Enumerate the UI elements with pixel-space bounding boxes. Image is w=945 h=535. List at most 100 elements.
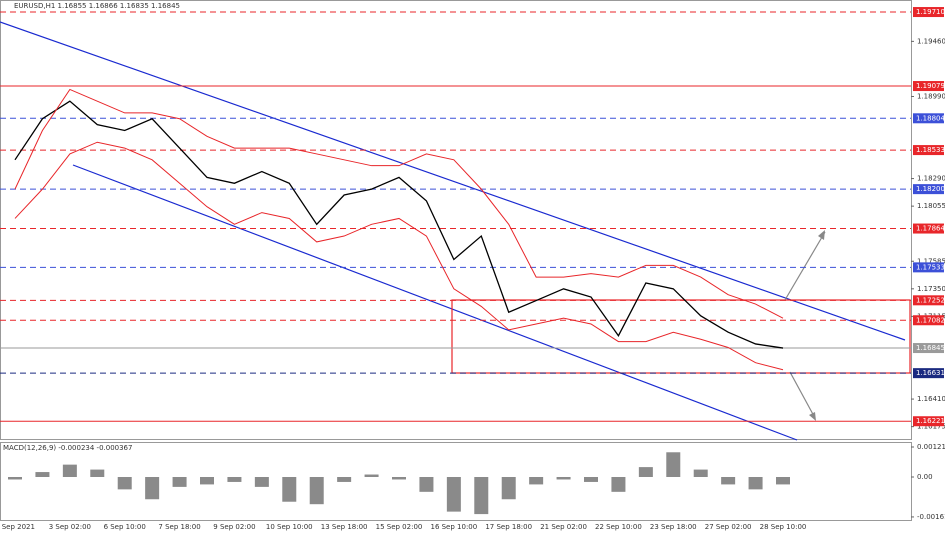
x-tick-label: 9 Sep 02:00 — [213, 523, 255, 531]
level-tag: 1.17252 — [913, 295, 945, 306]
macd-bar — [748, 476, 763, 490]
level-label: 1.19710 — [916, 8, 945, 16]
level-tag: 1.17533 — [913, 262, 945, 273]
level-label: 1.16631 — [916, 369, 945, 377]
macd-bar — [474, 476, 489, 515]
macd-bar — [638, 467, 653, 477]
level-tag-box — [913, 223, 944, 234]
y-tick-label: 1.18290 — [917, 175, 945, 183]
macd-bar — [90, 469, 105, 477]
macd-bar — [62, 464, 77, 477]
macd-bar — [419, 476, 434, 492]
macd-bar — [200, 476, 214, 485]
macd-bar — [364, 474, 379, 477]
macd-bar — [282, 476, 297, 502]
band-line — [14, 88, 784, 319]
level-tag: 1.16631 — [913, 368, 945, 379]
band-line — [14, 141, 784, 371]
macd-bar — [309, 476, 324, 505]
y-tick-label: 1.16410 — [917, 395, 945, 403]
level-tag: 1.19079 — [913, 81, 945, 92]
macd-bar — [529, 476, 544, 485]
level-tag-box — [913, 7, 944, 18]
x-tick-label: 16 Sep 10:00 — [430, 523, 477, 531]
level-label: 1.18200 — [916, 185, 945, 193]
macd-bar — [776, 476, 790, 485]
level-label: 1.17533 — [916, 263, 945, 271]
level-tag: 1.17864 — [913, 223, 945, 234]
level-tag: 1.18200 — [913, 184, 945, 195]
arrow-up — [784, 231, 826, 301]
macd-bar — [227, 476, 242, 482]
y-tick-label: 1.18990 — [917, 92, 945, 100]
y-tick-label: 1.17350 — [917, 285, 945, 293]
arrow-up-head — [818, 230, 825, 240]
level-tag-box — [913, 184, 944, 195]
macd-bar — [501, 476, 516, 500]
macd-bar — [556, 476, 571, 480]
y-tick-label: 1.17585 — [917, 257, 945, 265]
macd-bar — [721, 476, 736, 485]
x-tick-label: 27 Sep 02:00 — [705, 523, 752, 531]
level-label: 1.18804 — [916, 114, 945, 122]
macd-bar — [666, 452, 681, 477]
level-label: 1.16221 — [916, 417, 945, 425]
macd-bar — [611, 476, 626, 492]
arrow-down — [789, 371, 816, 419]
x-tick-label: 3 Sep 02:00 — [49, 523, 91, 531]
x-tick-label: 28 Sep 10:00 — [760, 523, 807, 531]
x-tick-label: 13 Sep 18:00 — [321, 523, 368, 531]
x-tick-label: 7 Sep 18:00 — [158, 523, 200, 531]
level-tag-box — [913, 368, 944, 379]
macd-bar — [446, 476, 461, 512]
main-frame — [0, 0, 912, 440]
x-tick-label: 1 Sep 2021 — [0, 523, 35, 531]
level-tag-box — [913, 416, 944, 427]
macd-bar — [337, 476, 352, 482]
macd-title: MACD(12,26,9) -0.000234 -0.000367 — [3, 444, 132, 452]
x-tick-label: 17 Sep 18:00 — [485, 523, 532, 531]
price-line — [14, 100, 784, 349]
macd-frame — [0, 442, 912, 521]
macd-bar — [35, 472, 50, 477]
level-tag-box — [913, 81, 944, 92]
x-tick-label: 21 Sep 02:00 — [540, 523, 587, 531]
level-tag-box — [913, 113, 944, 124]
level-tag-box — [913, 262, 944, 273]
level-tag: 1.16845 — [913, 343, 945, 354]
level-tag: 1.16221 — [913, 416, 945, 427]
x-tick-label: 6 Sep 10:00 — [104, 523, 146, 531]
y-tick-label: 1.19460 — [917, 37, 945, 45]
macd-bar — [117, 476, 132, 490]
level-label: 1.17082 — [916, 316, 945, 324]
level-tag-box — [913, 343, 944, 354]
x-tick-label: 23 Sep 18:00 — [650, 523, 697, 531]
arrow-down-head — [809, 412, 816, 421]
level-tag: 1.19710 — [913, 7, 945, 18]
y-tick-label: 0.00 — [917, 473, 933, 481]
macd-bar — [8, 476, 22, 480]
level-tag-box — [913, 295, 944, 306]
level-tag-box — [913, 315, 944, 326]
macd-bar — [145, 476, 160, 500]
y-tick-label: 0.001213 — [917, 443, 945, 451]
macd-bar — [693, 469, 708, 477]
macd-bar — [172, 476, 187, 487]
level-tag-box — [913, 145, 944, 156]
y-tick-label: -0.001615 — [917, 513, 945, 521]
level-label: 1.16845 — [916, 344, 945, 352]
macd-bar — [392, 476, 406, 480]
range-box — [451, 299, 911, 374]
y-tick-label: 1.18055 — [917, 202, 945, 210]
x-tick-label: 22 Sep 10:00 — [595, 523, 642, 531]
level-tag: 1.17082 — [913, 315, 945, 326]
channel-upper — [0, 21, 906, 341]
y-tick-label: 1.16175 — [917, 423, 945, 431]
x-tick-label: 15 Sep 02:00 — [376, 523, 423, 531]
level-label: 1.19079 — [916, 82, 945, 90]
level-label: 1.17252 — [916, 296, 945, 304]
macd-bar — [254, 476, 269, 487]
macd-bar — [584, 476, 598, 482]
chart-title: EURUSD,H1 1.16855 1.16866 1.16835 1.1684… — [14, 2, 180, 10]
